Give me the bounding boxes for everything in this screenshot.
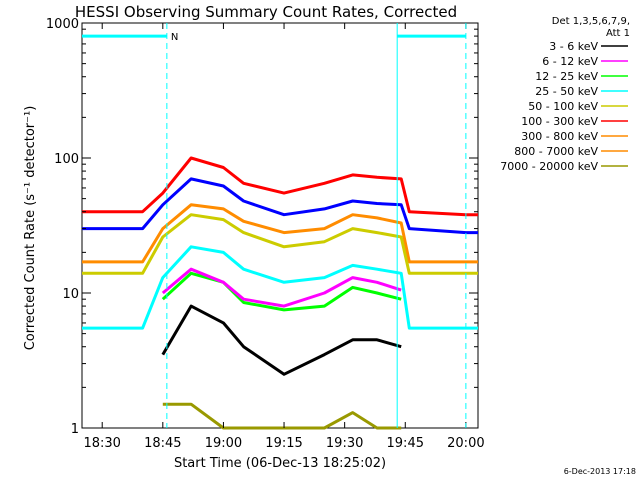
series-line (82, 203, 478, 264)
x-tick-label: 18:30 (83, 436, 120, 451)
y-tick-label: 100 (54, 152, 79, 167)
legend-header: Det 1,3,5,6,7,9, (552, 16, 630, 27)
x-tick-label: 19:15 (265, 436, 302, 451)
legend-label: 100 - 300 keV (521, 115, 598, 128)
legend-header: Att 1 (606, 28, 630, 39)
y-axis-label: Corrected Count Rate (s⁻¹ detector⁻¹) (23, 106, 38, 351)
series-line (82, 213, 478, 275)
chart-title: HESSI Observing Summary Count Rates, Cor… (75, 3, 457, 21)
x-axis-label: Start Time (06-Dec-13 18:25:02) (174, 456, 386, 471)
y-tick-label: 1 (71, 422, 79, 437)
series-line (162, 402, 402, 430)
series-line (161, 271, 402, 312)
legend-label: 800 - 7000 keV (514, 145, 598, 158)
series-line (82, 245, 478, 330)
y-tick-label: 1000 (46, 17, 79, 32)
legend-label: 6 - 12 keV (542, 55, 598, 68)
flag-label: N (171, 32, 178, 43)
x-tick-label: 20:00 (447, 436, 484, 451)
legend-label: 300 - 800 keV (521, 130, 598, 143)
series-line (161, 304, 402, 376)
series-line (161, 267, 402, 308)
y-tick-label: 10 (62, 287, 79, 302)
x-tick-label: 19:45 (387, 436, 424, 451)
legend-label: 7000 - 20000 keV (500, 160, 598, 173)
legend-label: 3 - 6 keV (549, 40, 598, 53)
legend-label: 12 - 25 keV (535, 70, 598, 83)
legend-label: 25 - 50 keV (535, 85, 598, 98)
plot-frame (81, 22, 479, 429)
legend: Det 1,3,5,6,7,9,Att 1 3 - 6 keV 6 - 12 keV… (500, 16, 630, 173)
x-tick-label: 19:00 (205, 436, 242, 451)
x-tick-label: 19:30 (326, 436, 363, 451)
series-line (82, 156, 478, 217)
plot-area: 18:30 18:45 19:00 19:15 19:30 19:45 20:00 1 10 10… (46, 17, 485, 451)
series-line (82, 177, 478, 235)
footer-date: 6-Dec-2013 17:18 (564, 467, 636, 476)
legend-label: 50 - 100 keV (528, 100, 598, 113)
x-tick-label: 18:45 (144, 436, 181, 451)
